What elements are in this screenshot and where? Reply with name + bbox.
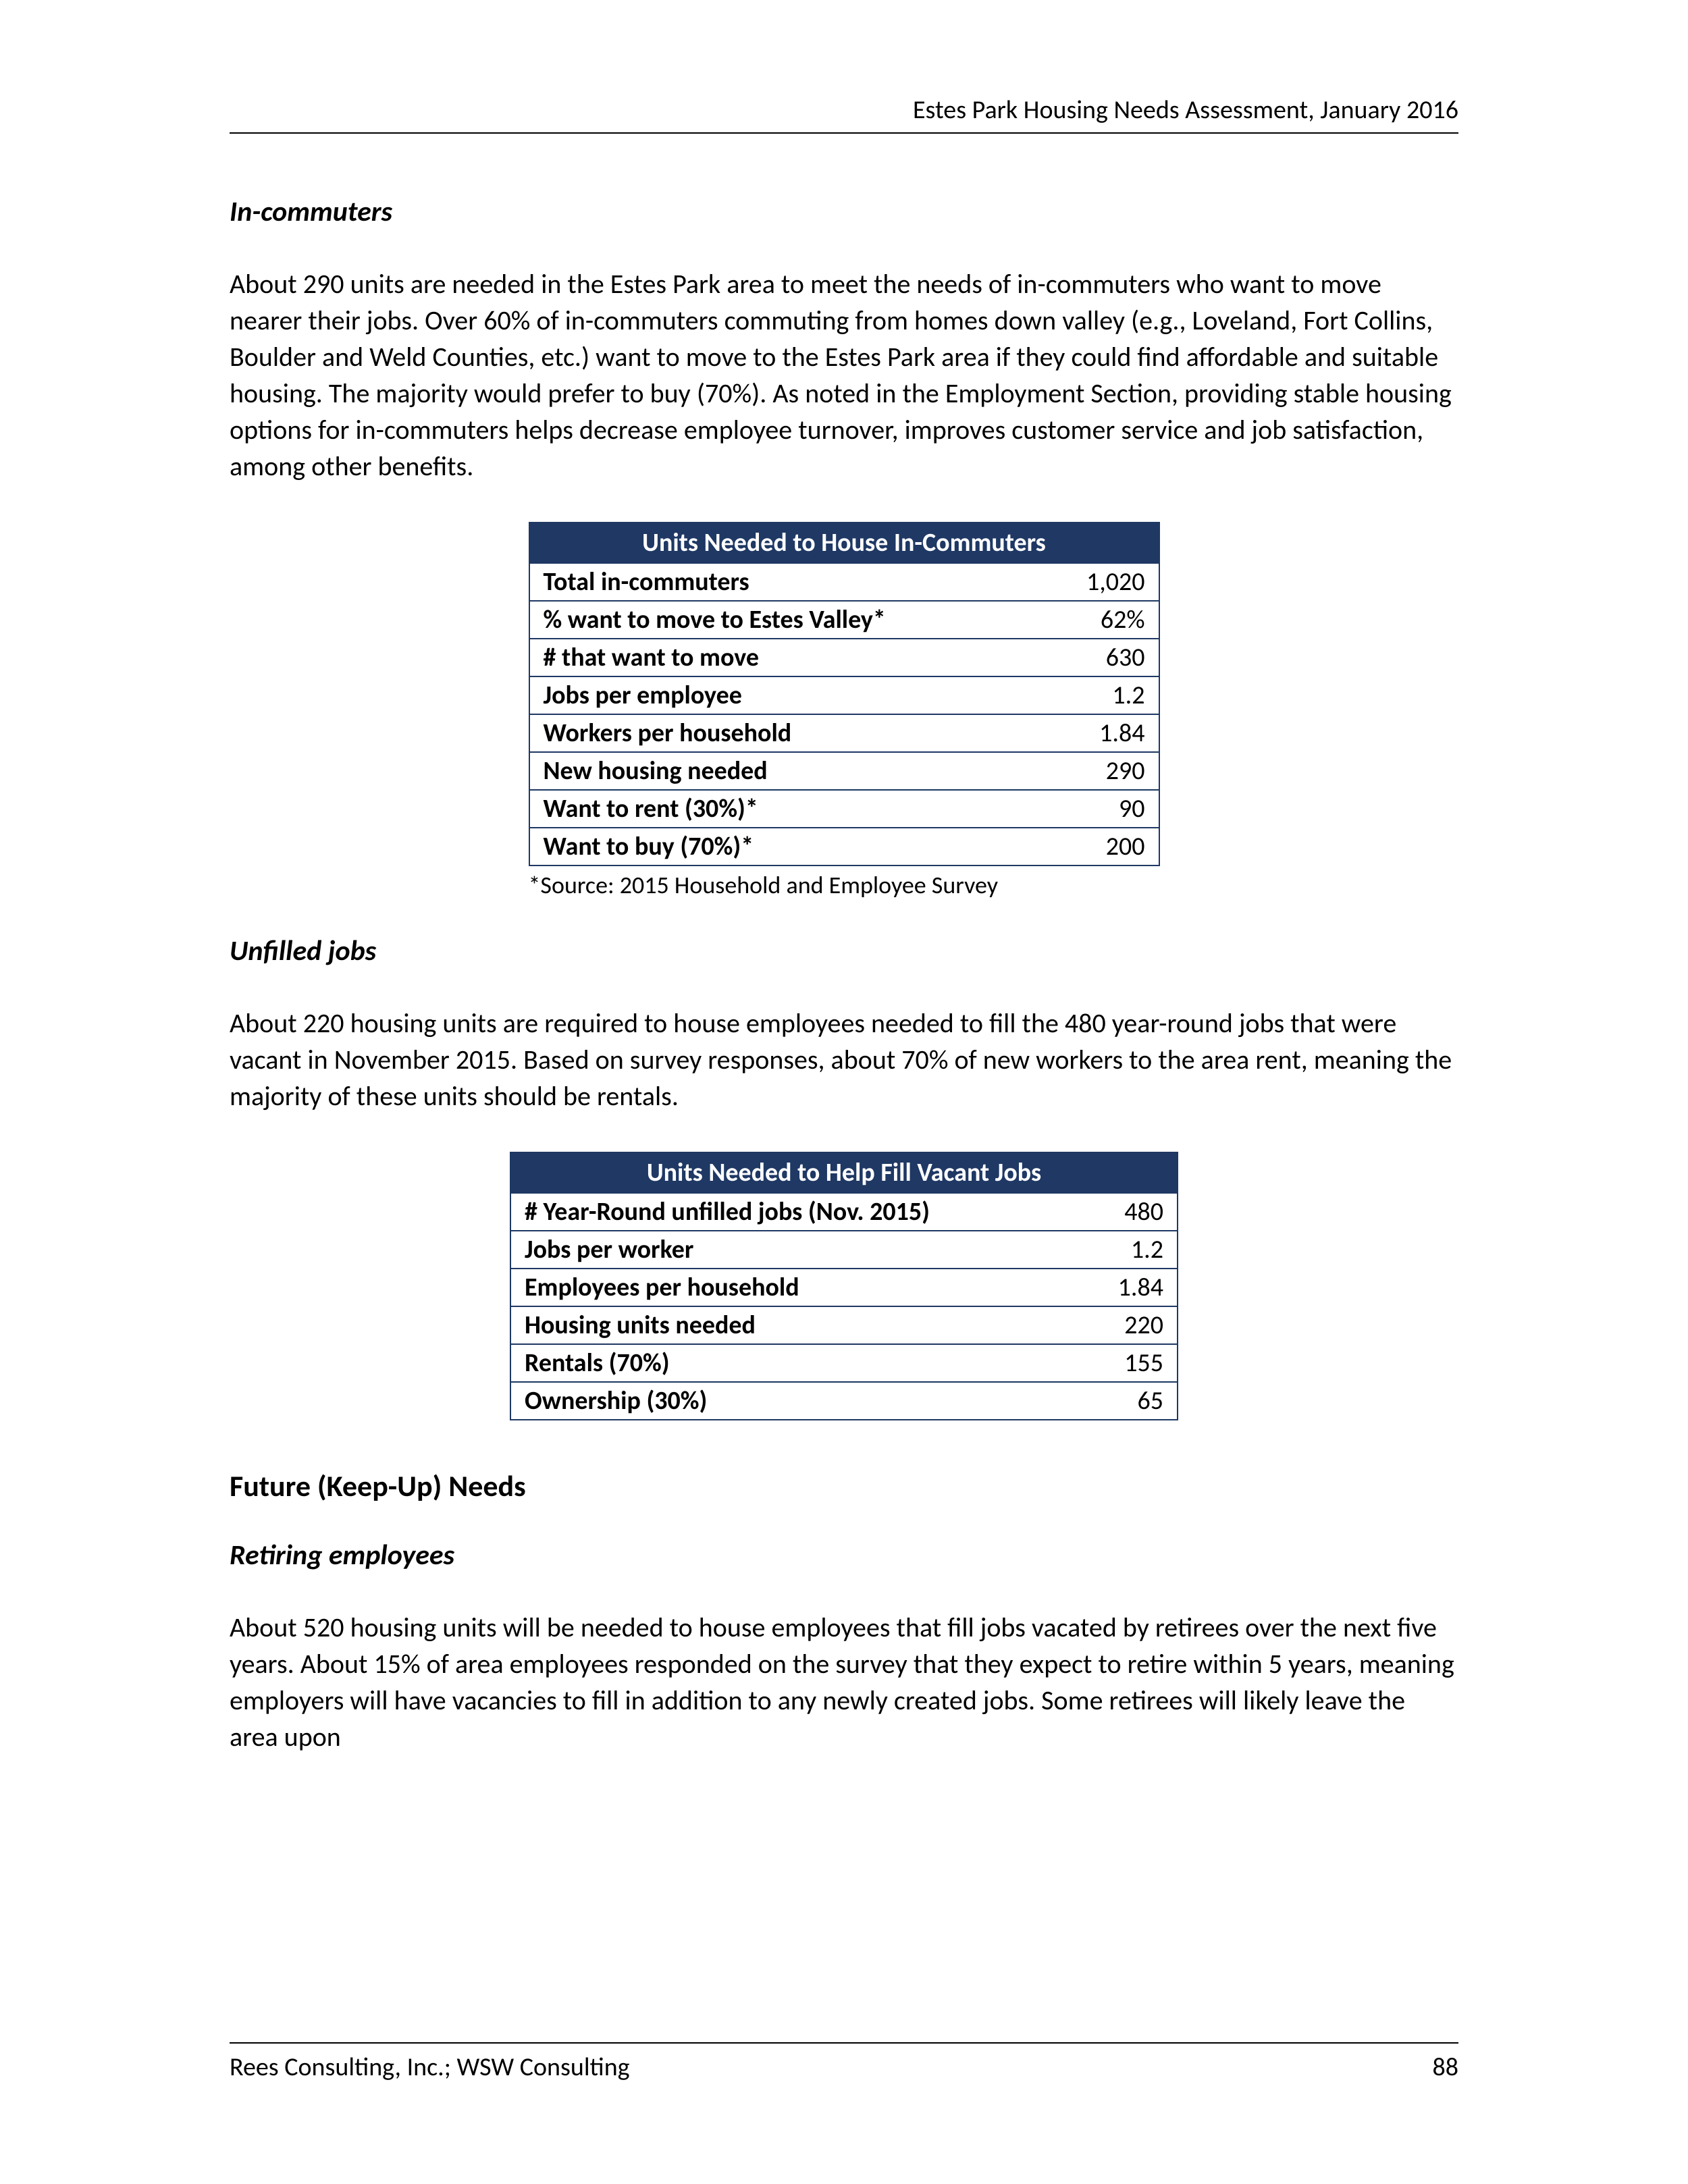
cell-label: Total in-commuters	[529, 563, 1030, 601]
table-row: Ownership (30%)65	[510, 1382, 1178, 1420]
table-row: # Year-Round unfilled jobs (Nov. 2015)48…	[510, 1193, 1178, 1231]
cell-value: 290	[1030, 752, 1159, 790]
header-title: Estes Park Housing Needs Assessment, Jan…	[913, 95, 1458, 126]
table-in-commuters: Units Needed to House In-Commuters Total…	[529, 522, 1160, 866]
cell-label: Want to buy (70%)*	[529, 828, 1030, 865]
cell-label: Jobs per worker	[510, 1231, 1065, 1269]
cell-label: Workers per household	[529, 714, 1030, 752]
footer-left: Rees Consulting, Inc.; WSW Consulting	[230, 2052, 630, 2083]
table-row: % want to move to Estes Valley*62%	[529, 601, 1159, 639]
cell-label: Want to rent (30%)*	[529, 790, 1030, 828]
table-row: # that want to move630	[529, 639, 1159, 676]
cell-label: # that want to move	[529, 639, 1030, 676]
cell-value: 220	[1065, 1306, 1178, 1344]
table-in-commuters-wrap: Units Needed to House In-Commuters Total…	[230, 522, 1458, 900]
paragraph-unfilled-jobs: About 220 housing units are required to …	[230, 1005, 1458, 1115]
table-row: Employees per household1.84	[510, 1269, 1178, 1306]
table-row: Want to rent (30%)*90	[529, 790, 1159, 828]
cell-label: % want to move to Estes Valley*	[529, 601, 1030, 639]
cell-value: 200	[1030, 828, 1159, 865]
page-header: Estes Park Housing Needs Assessment, Jan…	[230, 95, 1458, 134]
section-heading-in-commuters: In-commuters	[230, 194, 1458, 229]
table-row: Rentals (70%)155	[510, 1344, 1178, 1382]
table-row: Jobs per employee1.2	[529, 676, 1159, 714]
footer-page-number: 88	[1432, 2052, 1458, 2083]
paragraph-in-commuters: About 290 units are needed in the Estes …	[230, 266, 1458, 485]
table1-note: *Source: 2015 Household and Employee Sur…	[529, 870, 1160, 900]
cell-label: Housing units needed	[510, 1306, 1065, 1344]
cell-value: 1.2	[1030, 676, 1159, 714]
paragraph-retiring-employees: About 520 housing units will be needed t…	[230, 1609, 1458, 1755]
cell-value: 1.2	[1065, 1231, 1178, 1269]
cell-label: Jobs per employee	[529, 676, 1030, 714]
cell-label: # Year-Round unfilled jobs (Nov. 2015)	[510, 1193, 1065, 1231]
document-page: Estes Park Housing Needs Assessment, Jan…	[0, 0, 1688, 2184]
cell-value: 1.84	[1030, 714, 1159, 752]
table-vacant-jobs: Units Needed to Help Fill Vacant Jobs # …	[510, 1152, 1178, 1420]
section-heading-unfilled-jobs: Unfilled jobs	[230, 934, 1458, 968]
cell-value: 65	[1065, 1382, 1178, 1420]
table-row: New housing needed290	[529, 752, 1159, 790]
cell-value: 480	[1065, 1193, 1178, 1231]
cell-value: 1.84	[1065, 1269, 1178, 1306]
cell-label: Rentals (70%)	[510, 1344, 1065, 1382]
cell-label: New housing needed	[529, 752, 1030, 790]
section-heading-future-needs: Future (Keep-Up) Needs	[230, 1468, 1458, 1504]
table1-title: Units Needed to House In-Commuters	[529, 523, 1159, 563]
cell-value: 90	[1030, 790, 1159, 828]
table-vacant-jobs-wrap: Units Needed to Help Fill Vacant Jobs # …	[230, 1152, 1458, 1420]
table-row: Workers per household1.84	[529, 714, 1159, 752]
table2-title: Units Needed to Help Fill Vacant Jobs	[510, 1152, 1178, 1193]
cell-label: Ownership (30%)	[510, 1382, 1065, 1420]
cell-value: 1,020	[1030, 563, 1159, 601]
page-footer: Rees Consulting, Inc.; WSW Consulting 88	[230, 2042, 1458, 2083]
cell-value: 62%	[1030, 601, 1159, 639]
cell-label: Employees per household	[510, 1269, 1065, 1306]
table-row: Jobs per worker1.2	[510, 1231, 1178, 1269]
cell-value: 155	[1065, 1344, 1178, 1382]
table-row: Housing units needed220	[510, 1306, 1178, 1344]
table-row: Total in-commuters1,020	[529, 563, 1159, 601]
table-row: Want to buy (70%)*200	[529, 828, 1159, 865]
cell-value: 630	[1030, 639, 1159, 676]
section-heading-retiring-employees: Retiring employees	[230, 1538, 1458, 1572]
